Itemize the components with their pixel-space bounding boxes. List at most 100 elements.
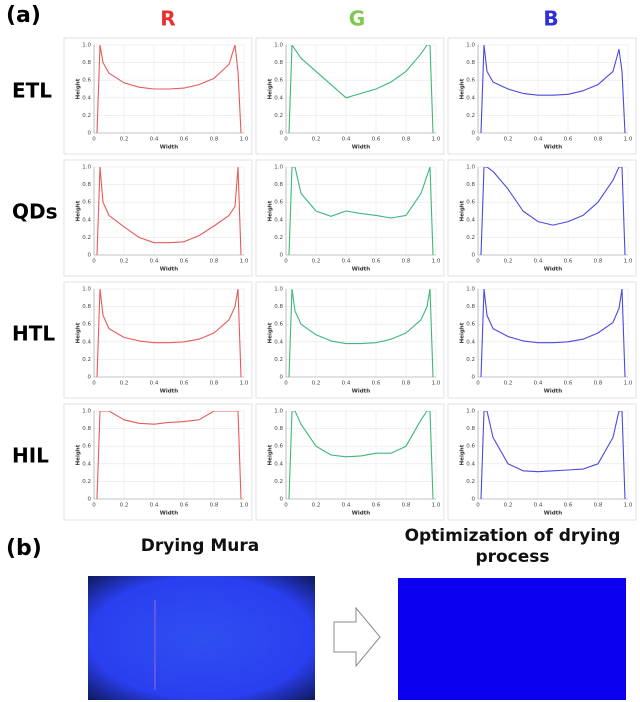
y-tick-label: 0 xyxy=(472,497,476,503)
x-tick-label: 1.0 xyxy=(624,503,633,509)
x-axis-label: Width xyxy=(352,511,371,517)
x-tick-label: 0 xyxy=(284,137,288,143)
y-tick-label: 0 xyxy=(280,497,284,503)
y-tick-label: 0.6 xyxy=(274,444,283,450)
x-tick-label: 0.2 xyxy=(504,381,513,387)
mura-photo xyxy=(88,576,315,700)
data-line xyxy=(96,45,242,133)
x-tick-label: 0.2 xyxy=(504,503,513,509)
y-axis-label: Height xyxy=(76,78,82,99)
y-tick-label: 0.2 xyxy=(274,479,283,485)
column-label: G xyxy=(349,7,365,31)
x-tick-label: 0.8 xyxy=(594,503,603,509)
data-line xyxy=(288,167,434,255)
y-tick-label: 0.6 xyxy=(82,444,91,450)
chart-frame xyxy=(63,37,253,155)
y-axis-label: Height xyxy=(268,200,274,221)
y-tick-label: 1.0 xyxy=(82,409,91,415)
x-tick-label: 0.4 xyxy=(534,381,543,387)
x-axis-label: Width xyxy=(544,267,563,273)
y-tick-label: 0.4 xyxy=(274,95,283,101)
x-tick-label: 0.4 xyxy=(150,259,159,265)
chart-frame xyxy=(447,159,637,277)
x-tick-label: 0.8 xyxy=(594,381,603,387)
y-tick-label: 0.2 xyxy=(274,113,283,119)
y-axis-label: Height xyxy=(460,78,466,99)
x-axis-label: Width xyxy=(352,389,371,395)
y-tick-label: 0.4 xyxy=(466,217,475,223)
row-label: QDs xyxy=(12,200,58,224)
x-tick-label: 0.6 xyxy=(372,503,381,509)
y-tick-label: 0.4 xyxy=(274,339,283,345)
y-tick-label: 0 xyxy=(280,375,284,381)
data-line xyxy=(288,411,434,499)
chart-frame xyxy=(255,403,445,521)
y-tick-label: 0.8 xyxy=(82,60,91,66)
y-tick-label: 0.6 xyxy=(82,78,91,84)
x-tick-label: 0.2 xyxy=(312,381,321,387)
y-tick-label: 0.2 xyxy=(466,113,475,119)
y-tick-label: 0 xyxy=(88,253,92,259)
y-tick-label: 0.8 xyxy=(82,426,91,432)
x-axis-label: Width xyxy=(160,389,179,395)
y-axis-label: Height xyxy=(268,322,274,343)
data-line xyxy=(480,45,626,133)
x-tick-label: 0.4 xyxy=(150,503,159,509)
y-tick-label: 0 xyxy=(472,375,476,381)
x-tick-label: 0.8 xyxy=(210,503,219,509)
x-tick-label: 1.0 xyxy=(432,503,441,509)
y-tick-label: 0.8 xyxy=(466,182,475,188)
y-tick-label: 0.4 xyxy=(466,339,475,345)
x-axis-label: Width xyxy=(352,267,371,273)
x-tick-label: 1.0 xyxy=(432,259,441,265)
x-tick-label: 0.2 xyxy=(120,503,129,509)
x-tick-label: 1.0 xyxy=(432,381,441,387)
y-tick-label: 0 xyxy=(88,131,92,137)
chart-frame xyxy=(447,37,637,155)
y-tick-label: 1.0 xyxy=(274,287,283,293)
x-tick-label: 0.2 xyxy=(120,259,129,265)
x-tick-label: 1.0 xyxy=(432,137,441,143)
x-tick-label: 0.4 xyxy=(342,503,351,509)
x-tick-label: 0 xyxy=(476,259,480,265)
chart-frame xyxy=(63,281,253,399)
x-tick-label: 0.6 xyxy=(180,137,189,143)
x-tick-label: 0.4 xyxy=(534,137,543,143)
y-tick-label: 0.6 xyxy=(274,322,283,328)
x-tick-label: 1.0 xyxy=(240,137,249,143)
x-tick-label: 0.8 xyxy=(210,259,219,265)
x-axis-label: Width xyxy=(544,389,563,395)
x-tick-label: 1.0 xyxy=(624,381,633,387)
y-axis-label: Height xyxy=(268,444,274,465)
data-line xyxy=(288,45,434,133)
row-label: HIL xyxy=(12,444,49,468)
x-tick-label: 0.4 xyxy=(342,381,351,387)
x-tick-label: 0.6 xyxy=(564,503,573,509)
x-tick-label: 1.0 xyxy=(624,259,633,265)
x-tick-label: 0.6 xyxy=(180,503,189,509)
optimized-photo xyxy=(398,578,626,700)
y-tick-label: 0.8 xyxy=(466,426,475,432)
x-tick-label: 0.4 xyxy=(150,137,159,143)
x-tick-label: 0.2 xyxy=(120,137,129,143)
x-tick-label: 0.4 xyxy=(534,503,543,509)
y-tick-label: 0.4 xyxy=(82,217,91,223)
y-tick-label: 0 xyxy=(280,131,284,137)
x-tick-label: 0.8 xyxy=(402,137,411,143)
x-tick-label: 0 xyxy=(92,503,96,509)
x-tick-label: 0.6 xyxy=(564,137,573,143)
y-tick-label: 0.4 xyxy=(274,461,283,467)
y-tick-label: 1.0 xyxy=(274,165,283,171)
y-tick-label: 0.2 xyxy=(466,479,475,485)
x-tick-label: 0.4 xyxy=(534,259,543,265)
x-axis-label: Width xyxy=(544,511,563,517)
panel-label: (b) xyxy=(6,536,42,561)
y-tick-label: 0.4 xyxy=(82,461,91,467)
x-tick-label: 0.4 xyxy=(342,259,351,265)
x-tick-label: 0.2 xyxy=(312,259,321,265)
row-label: ETL xyxy=(12,79,52,103)
y-tick-label: 1.0 xyxy=(466,43,475,49)
y-tick-label: 1.0 xyxy=(82,287,91,293)
y-tick-label: 0 xyxy=(88,375,92,381)
